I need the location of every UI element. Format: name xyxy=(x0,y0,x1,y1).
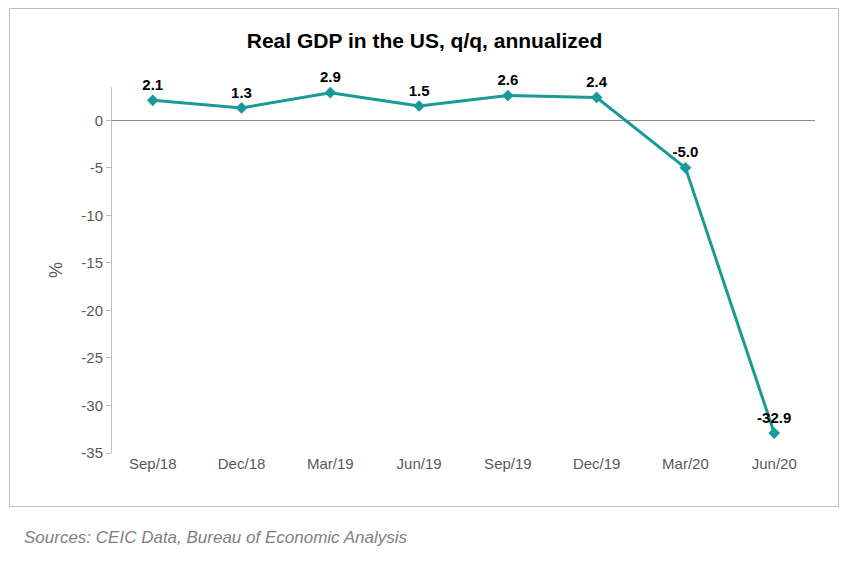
svg-text:-20: -20 xyxy=(81,302,103,319)
svg-text:Dec/19: Dec/19 xyxy=(573,455,621,472)
svg-text:-5: -5 xyxy=(90,159,103,176)
svg-text:%: % xyxy=(46,262,66,278)
svg-text:-32.9: -32.9 xyxy=(757,409,791,426)
svg-text:Jun/20: Jun/20 xyxy=(752,455,797,472)
svg-text:Jun/19: Jun/19 xyxy=(397,455,442,472)
svg-text:2.6: 2.6 xyxy=(497,71,518,88)
svg-text:Sources: CEIC Data, Bureau of: Sources: CEIC Data, Bureau of Economic A… xyxy=(24,528,407,547)
svg-text:2.4: 2.4 xyxy=(586,73,608,90)
svg-text:-5.0: -5.0 xyxy=(673,143,699,160)
svg-text:Mar/19: Mar/19 xyxy=(307,455,354,472)
svg-text:-30: -30 xyxy=(81,397,103,414)
svg-text:-25: -25 xyxy=(81,349,103,366)
svg-text:-10: -10 xyxy=(81,207,103,224)
svg-text:-15: -15 xyxy=(81,254,103,271)
svg-text:Real GDP in the US, q/q, annua: Real GDP in the US, q/q, annualized xyxy=(247,29,603,52)
svg-text:1.3: 1.3 xyxy=(231,84,252,101)
svg-text:0: 0 xyxy=(95,112,103,129)
svg-text:Sep/18: Sep/18 xyxy=(129,455,177,472)
svg-text:Dec/18: Dec/18 xyxy=(218,455,266,472)
svg-text:2.1: 2.1 xyxy=(142,76,163,93)
svg-text:1.5: 1.5 xyxy=(409,82,430,99)
svg-text:2.9: 2.9 xyxy=(320,68,341,85)
svg-text:-35: -35 xyxy=(81,444,103,461)
svg-text:Sep/19: Sep/19 xyxy=(484,455,532,472)
svg-text:Mar/20: Mar/20 xyxy=(662,455,709,472)
